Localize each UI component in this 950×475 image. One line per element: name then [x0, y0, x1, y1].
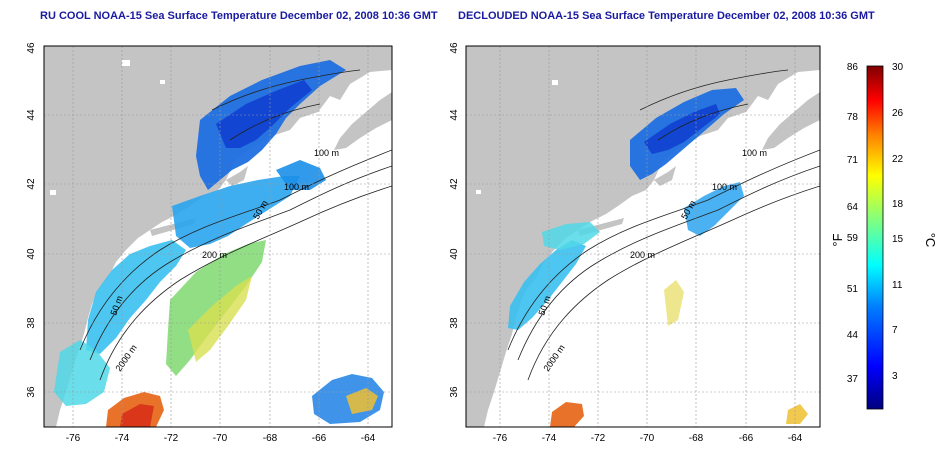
sst-coastal-cyan	[542, 222, 600, 250]
right-panel-title: DECLOUDED NOAA-15 Sea Surface Temperatur…	[458, 10, 875, 22]
left-panel-title: RU COOL NOAA-15 Sea Surface Temperature …	[40, 10, 438, 22]
x-tick-label: -74	[115, 433, 130, 444]
land-mass	[44, 46, 392, 427]
nova-scotia	[334, 92, 392, 150]
y-tick-label: 42	[449, 178, 460, 190]
colorbar-f-tick: 59	[847, 233, 859, 244]
x-tick-label: -68	[689, 433, 704, 444]
x-tick-label: -66	[739, 433, 754, 444]
colorbar-f-tick: 71	[847, 155, 859, 166]
y-tick-label: 38	[26, 317, 37, 329]
colorbar-c-tick: 26	[892, 108, 904, 119]
colorbar-c-tick: 18	[892, 199, 904, 210]
sst-gulf-stream-red	[120, 404, 154, 427]
sst-georges-bank	[276, 160, 326, 190]
x-tick-label: -68	[263, 433, 278, 444]
sst-shelf-north	[172, 176, 300, 248]
cape-cod	[226, 166, 248, 186]
y-tick-label: 40	[26, 248, 37, 260]
y-tick-label: 44	[449, 109, 460, 121]
y-tick-label: 40	[449, 248, 460, 260]
colorbar-c-tick: 11	[892, 280, 903, 291]
x-tick-label: -74	[542, 433, 557, 444]
colorbar-f-tick: 86	[847, 62, 859, 73]
contour-label: 100 m	[742, 148, 767, 158]
y-tick-label: 36	[449, 386, 460, 398]
map-grid	[466, 46, 820, 427]
colorbar-c-tick: 22	[892, 154, 904, 165]
x-tick-label: -70	[213, 433, 228, 444]
colorbar-unit-f: °F	[830, 233, 845, 246]
nova-scotia	[762, 92, 820, 150]
right-sst-map: 100 m 100 m 50 m 200 m 50 m 2000 m -76 -…	[449, 42, 821, 444]
y-tick-label: 46	[449, 42, 460, 54]
sst-gulf-of-maine-dark	[216, 80, 312, 148]
y-tick-label: 36	[26, 386, 37, 398]
x-tick-label: -72	[164, 433, 179, 444]
bathymetry-contours	[507, 69, 820, 381]
map-grid	[44, 46, 392, 427]
sst-gulf-stream-south	[550, 402, 584, 427]
temperature-colorbar: 86 78 71 64 59 51 44 37 30 26 22 18 15 1…	[830, 62, 938, 410]
contour-label: 100 m	[712, 182, 737, 192]
bathymetry-contours	[79, 69, 392, 381]
colorbar-f-tick: 78	[847, 112, 859, 123]
sst-shelf-south	[508, 240, 586, 330]
colorbar-c-tick: 3	[892, 371, 898, 382]
colorbar-gradient	[866, 65, 884, 410]
sst-gulf-of-maine-dark	[644, 104, 720, 154]
contour-label: 200 m	[630, 250, 655, 260]
colorbar-f-tick: 64	[847, 202, 859, 213]
sst-shelf-south	[86, 240, 186, 354]
cape-cod	[654, 166, 676, 186]
x-tick-label: -66	[312, 433, 327, 444]
y-tick-label: 38	[449, 317, 460, 329]
sst-coastal-cyan	[54, 340, 110, 406]
colorbar-c-tick: 7	[892, 325, 898, 336]
contour-label: 100 m	[284, 182, 309, 192]
colorbar-unit-c: °C	[923, 233, 938, 248]
colorbar-c-tick: 15	[892, 234, 904, 245]
x-tick-label: -70	[640, 433, 655, 444]
sst-offshore-warm	[786, 404, 808, 424]
x-tick-label: -64	[361, 433, 376, 444]
sst-offshore-warm	[346, 388, 378, 414]
y-tick-label: 46	[26, 42, 37, 54]
y-tick-label: 42	[26, 178, 37, 190]
x-tick-label: -76	[493, 433, 508, 444]
colorbar-f-tick: 44	[847, 330, 859, 341]
y-tick-label: 44	[26, 109, 37, 121]
colorbar-f-tick: 51	[847, 284, 859, 295]
sst-shelf-north	[684, 182, 744, 236]
land-mass	[466, 46, 820, 427]
colorbar-f-tick: 37	[847, 374, 859, 385]
colorbar-c-tick: 30	[892, 62, 904, 73]
contour-label: 100 m	[314, 148, 339, 158]
x-tick-label: -72	[591, 433, 606, 444]
left-sst-map: 100 m 100 m 50 m 200 m 50 m 2000 m -76 -…	[26, 42, 393, 444]
x-tick-label: -64	[788, 433, 803, 444]
contour-label: 200 m	[202, 250, 227, 260]
x-tick-label: -76	[66, 433, 81, 444]
sst-slope-yellow	[664, 280, 684, 326]
